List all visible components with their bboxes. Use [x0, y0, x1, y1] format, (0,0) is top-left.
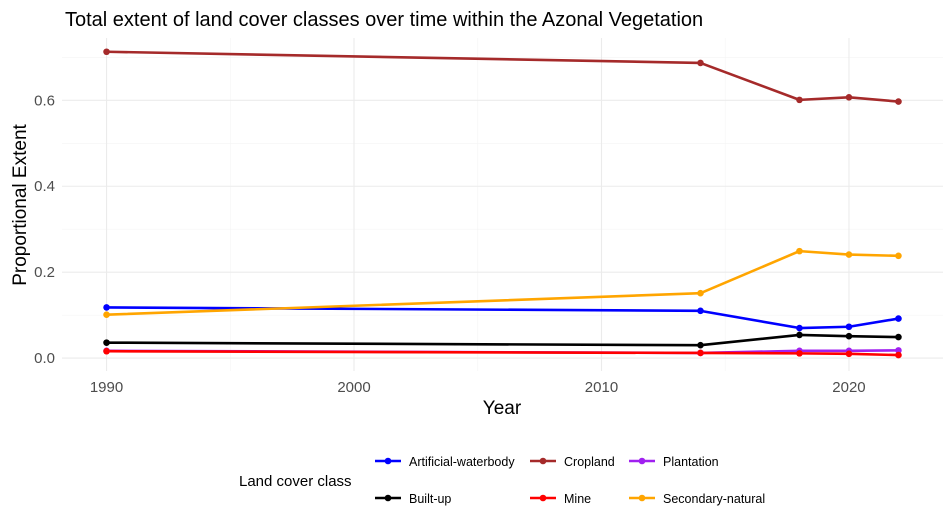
data-point: [845, 323, 853, 331]
data-point: [796, 96, 803, 104]
data-point: [845, 332, 853, 340]
y-tick-label: 0.6: [34, 92, 55, 109]
legend-label: Mine: [564, 492, 591, 506]
y-axis-ticks: 0.0 0.2 0.4 0.6: [34, 92, 55, 367]
legend-label: Secondary-natural: [663, 492, 765, 506]
data-point: [895, 252, 902, 260]
x-tick-label: 2000: [337, 379, 370, 396]
x-axis-ticks: 1990 2000 2010 2020: [90, 379, 866, 396]
legend-title: Land cover class: [239, 473, 352, 490]
data-point: [845, 251, 853, 258]
data-point: [845, 93, 853, 101]
data-point: [697, 341, 704, 349]
series-line: [106, 249, 899, 317]
legend-label: Plantation: [663, 455, 719, 469]
data-point: [103, 304, 110, 311]
data-point: [895, 98, 902, 105]
legend-key-point: [638, 494, 646, 502]
data-point: [697, 289, 704, 297]
data-point: [103, 311, 110, 319]
data-point: [796, 324, 803, 332]
y-tick-label: 0.4: [34, 178, 55, 195]
data-point: [895, 315, 902, 322]
data-point: [697, 59, 704, 67]
legend-label: Built-up: [409, 492, 451, 506]
plot-points: [103, 48, 902, 359]
legend-key-point: [539, 494, 547, 502]
legend: Land cover class Artificial-waterbody Cro…: [239, 455, 765, 506]
data-point: [697, 349, 704, 357]
series-line: [106, 50, 899, 103]
y-axis-title: Proportional Extent: [10, 123, 31, 285]
legend-label: Artificial-waterbody: [409, 455, 515, 469]
data-point: [895, 347, 902, 354]
data-point: [103, 339, 110, 346]
series-line: [106, 333, 899, 347]
data-point: [103, 347, 110, 355]
data-point: [895, 333, 902, 341]
data-point: [796, 247, 803, 255]
y-tick-label: 0.2: [34, 264, 55, 281]
legend-label: Cropland: [564, 455, 615, 469]
data-point: [697, 307, 704, 315]
data-point: [845, 350, 853, 358]
x-tick-label: 2010: [585, 379, 618, 396]
data-point: [796, 331, 803, 339]
data-point: [103, 48, 110, 56]
legend-key-point: [384, 457, 392, 465]
legend-key-point: [638, 457, 646, 465]
x-tick-label: 1990: [90, 379, 123, 396]
plot-lines: [106, 50, 899, 357]
legend-key-point: [384, 494, 392, 502]
data-point: [796, 350, 803, 357]
data-point: [895, 351, 902, 359]
y-tick-label: 0.0: [34, 350, 55, 367]
chart-title: Total extent of land cover classes over …: [65, 9, 703, 31]
legend-key-point: [539, 457, 547, 465]
x-tick-label: 2020: [832, 379, 865, 396]
plot-grid: [62, 38, 943, 371]
x-axis-title: Year: [483, 398, 522, 419]
